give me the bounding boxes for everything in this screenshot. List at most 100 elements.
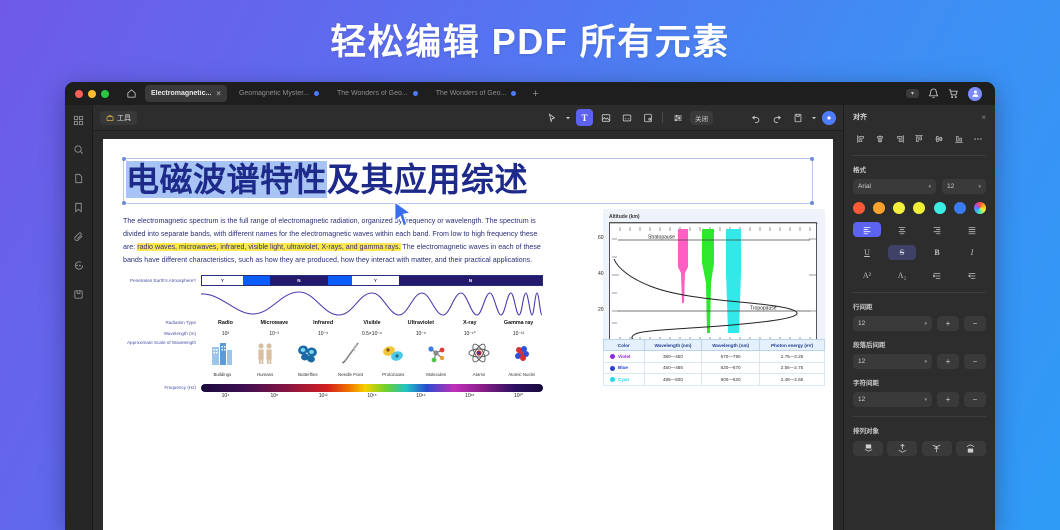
- close-editor-button[interactable]: 关闭: [690, 110, 713, 125]
- color-swatch-1[interactable]: [873, 202, 886, 214]
- color-table[interactable]: Color Wavelength (nm) Wavelength (nm) Ph…: [603, 338, 825, 386]
- body-paragraph[interactable]: The electromagnetic spectrum is the full…: [123, 216, 541, 265]
- more-icon[interactable]: [971, 131, 986, 146]
- tab-wonders-2[interactable]: The Wonders of Geo...: [430, 85, 523, 102]
- page-title[interactable]: 电磁波谱特性及其应用综述: [126, 161, 810, 199]
- tab-geomagnetic[interactable]: Geomagnetic Myster...: [233, 85, 325, 102]
- unselected-text[interactable]: 及其应用综述: [327, 161, 528, 198]
- grid-icon[interactable]: [71, 112, 87, 128]
- bring-forward-icon[interactable]: [921, 441, 952, 456]
- close-window-button[interactable]: [75, 89, 83, 98]
- toolbox-icon: [106, 114, 114, 121]
- tab-electromagnetic[interactable]: Electromagnetic... ×: [145, 85, 227, 102]
- align-justify-button[interactable]: [958, 222, 986, 237]
- undo-icon[interactable]: [747, 109, 764, 126]
- ozone-profile-curve: [613, 258, 798, 343]
- bookmark-icon[interactable]: [71, 199, 87, 215]
- character-spacing-increase-button[interactable]: +: [937, 392, 959, 407]
- em-spectrum-figure[interactable]: Penetrates Earth's Atmosphere? Y N Y N: [123, 275, 543, 399]
- font-family-select[interactable]: Arial ▾: [853, 179, 936, 194]
- send-backward-icon[interactable]: [955, 441, 986, 456]
- new-tab-button[interactable]: +: [532, 87, 539, 100]
- avatar[interactable]: [968, 86, 982, 101]
- line-spacing-increase-button[interactable]: +: [937, 316, 959, 331]
- italic-button[interactable]: I: [970, 248, 974, 257]
- underline-button[interactable]: U: [864, 248, 870, 257]
- align-center-horizontal-icon[interactable]: [873, 131, 888, 146]
- color-swatch-4[interactable]: [933, 202, 946, 214]
- save-icon[interactable]: [789, 109, 806, 126]
- align-right-icon[interactable]: [892, 131, 907, 146]
- color-swatch-5[interactable]: [953, 202, 966, 214]
- resize-handle-bottom-left[interactable]: [122, 200, 126, 205]
- bring-to-front-icon[interactable]: [853, 441, 883, 456]
- bell-icon[interactable]: [928, 88, 939, 99]
- align-center-vertical-icon[interactable]: [932, 131, 947, 146]
- color-swatch-2[interactable]: [893, 202, 906, 214]
- color-picker-button[interactable]: [973, 202, 986, 214]
- character-spacing-select[interactable]: 12 ▾: [853, 392, 932, 407]
- page-icon[interactable]: [71, 170, 87, 186]
- chevron-down-icon[interactable]: [564, 109, 572, 126]
- paragraph-spacing-select[interactable]: 12 ▾: [853, 354, 932, 369]
- sliders-icon[interactable]: [669, 109, 686, 126]
- ozone-chart[interactable]: Altitude (km): [598, 209, 825, 363]
- comment-icon[interactable]: [71, 257, 87, 273]
- pdf-page[interactable]: 电磁波谱特性及其应用综述 The electromagnetic spectru…: [103, 139, 833, 530]
- redo-icon[interactable]: [768, 109, 785, 126]
- ai-assistant-icon[interactable]: [822, 110, 836, 125]
- resize-handle-top-right[interactable]: [810, 157, 814, 161]
- character-spacing-decrease-button[interactable]: −: [964, 392, 986, 407]
- attachment-icon[interactable]: [71, 228, 87, 244]
- align-left-icon[interactable]: [853, 131, 868, 146]
- window-controls[interactable]: [71, 89, 109, 98]
- indent-increase-button[interactable]: [923, 268, 951, 283]
- paragraph-spacing-increase-button[interactable]: +: [937, 354, 959, 369]
- align-top-icon[interactable]: [912, 131, 927, 146]
- save-dropdown-icon[interactable]: [810, 109, 818, 126]
- paragraph-spacing-decrease-button[interactable]: −: [964, 354, 986, 369]
- home-icon[interactable]: [123, 86, 139, 102]
- align-bottom-icon[interactable]: [951, 131, 966, 146]
- title-textbox[interactable]: 电磁波谱特性及其应用综述: [122, 157, 814, 205]
- subscript-button[interactable]: A₂: [897, 271, 907, 280]
- chevron-down-icon[interactable]: ▾: [905, 89, 919, 98]
- align-right-button[interactable]: [923, 222, 951, 237]
- align-title: 对齐: [853, 114, 867, 121]
- indent-decrease-button[interactable]: [958, 268, 986, 283]
- selected-text[interactable]: 电磁波谱特性: [126, 161, 327, 198]
- image-icon[interactable]: [597, 109, 614, 126]
- close-icon[interactable]: ×: [981, 112, 986, 122]
- left-sidebar: [65, 105, 93, 530]
- maximize-window-button[interactable]: [101, 89, 109, 98]
- page-canvas[interactable]: 电磁波谱特性及其应用综述 The electromagnetic spectru…: [93, 131, 843, 530]
- line-spacing-select[interactable]: 12 ▾: [853, 316, 932, 331]
- align-left-button[interactable]: [853, 222, 881, 237]
- stamp-icon[interactable]: [639, 109, 656, 126]
- resize-handle-bottom-right[interactable]: [810, 200, 814, 205]
- align-center-button[interactable]: [888, 222, 916, 237]
- band-blue1: [242, 276, 270, 286]
- color-swatch-0[interactable]: [853, 202, 865, 214]
- superscript-button[interactable]: A²: [862, 271, 872, 280]
- tab-wonders-1[interactable]: The Wonders of Geo...: [331, 85, 424, 102]
- search-icon[interactable]: [71, 141, 87, 157]
- line-spacing-decrease-button[interactable]: −: [964, 316, 986, 331]
- file-icon[interactable]: [71, 286, 87, 302]
- bold-button[interactable]: B: [934, 248, 940, 257]
- waveform-illustration: [200, 288, 543, 318]
- font-size-select[interactable]: 12 ▾: [942, 179, 986, 194]
- resize-handle-top-left[interactable]: [122, 157, 126, 161]
- send-to-back-icon[interactable]: [887, 441, 918, 456]
- tools-button[interactable]: 工具: [100, 110, 137, 125]
- arrange-buttons: [853, 441, 986, 456]
- cart-icon[interactable]: [948, 88, 959, 99]
- color-swatch-3[interactable]: [913, 202, 926, 214]
- color-swatch-violet: [610, 354, 615, 360]
- strikethrough-button[interactable]: S: [888, 245, 916, 260]
- link-icon[interactable]: [618, 109, 635, 126]
- text-tool-button[interactable]: T: [576, 109, 593, 126]
- close-icon[interactable]: ×: [216, 89, 221, 98]
- minimize-window-button[interactable]: [88, 89, 96, 98]
- cursor-icon[interactable]: [543, 109, 560, 126]
